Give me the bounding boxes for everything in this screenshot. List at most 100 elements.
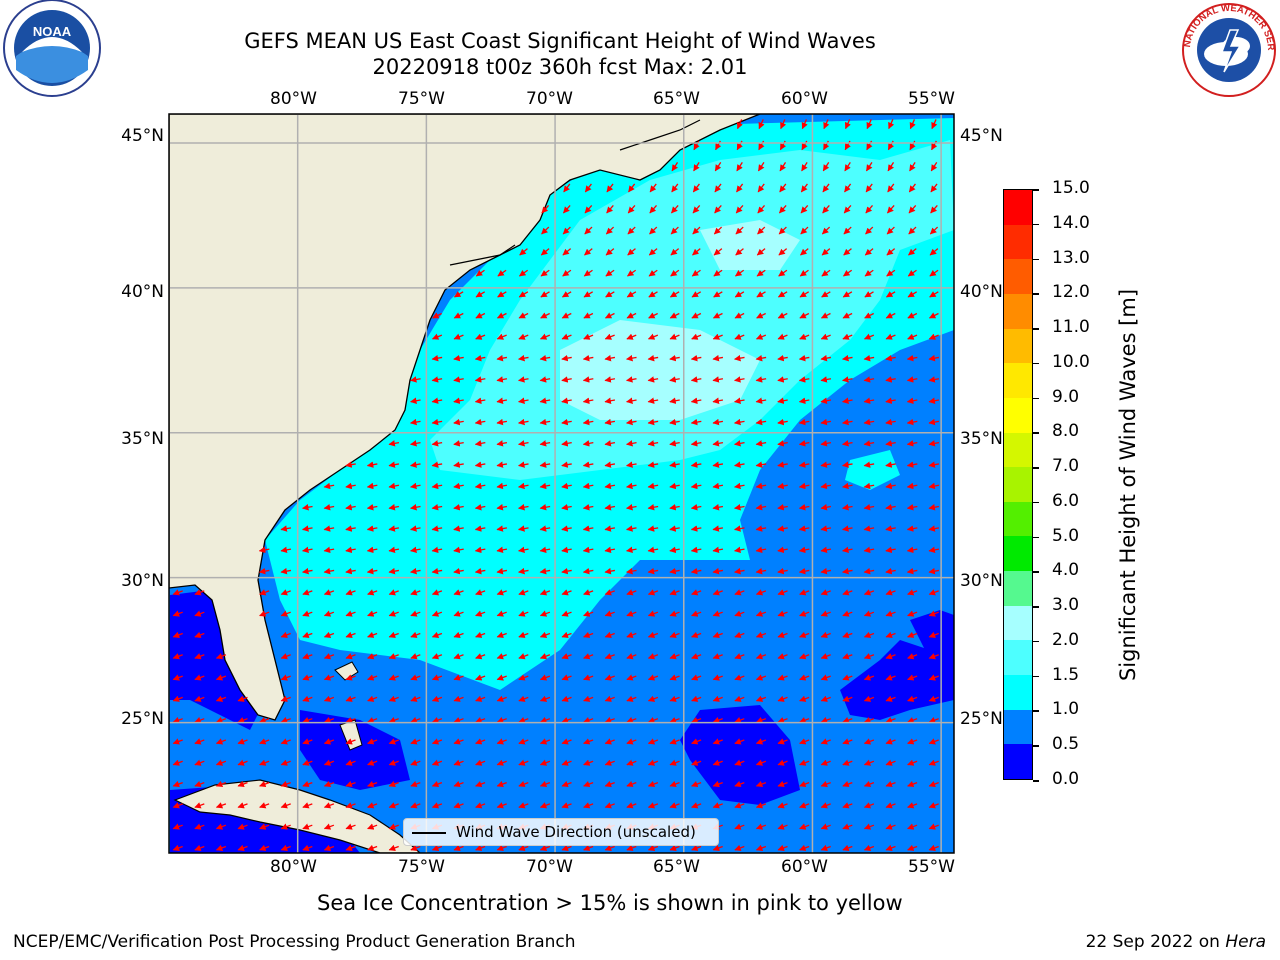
wind-wave-arrow xyxy=(215,844,227,851)
wind-wave-arrow xyxy=(431,610,443,617)
wind-wave-arrow xyxy=(280,546,292,554)
wind-wave-arrow xyxy=(735,205,744,214)
wind-wave-arrow xyxy=(367,589,378,596)
wind-wave-arrow xyxy=(453,333,464,340)
wind-wave-arrow xyxy=(280,738,291,745)
wind-wave-arrow xyxy=(410,802,421,809)
wind-wave-arrow xyxy=(475,269,485,277)
wind-wave-arrow xyxy=(604,653,615,660)
lon-tick-bottom-75w: 75°W xyxy=(398,857,445,877)
wind-wave-arrow xyxy=(280,610,291,617)
wind-wave-arrow xyxy=(777,482,788,490)
wind-wave-arrow xyxy=(475,802,486,809)
wind-wave-arrow xyxy=(928,631,939,638)
wind-wave-arrow xyxy=(453,717,464,724)
wind-wave-arrow xyxy=(539,674,551,681)
colorbar-segment xyxy=(1004,224,1032,260)
wind-wave-arrow xyxy=(604,610,615,617)
wind-wave-arrow xyxy=(906,376,918,383)
wind-wave-arrow xyxy=(561,844,572,851)
lat-tick-right-35n: 35°N xyxy=(960,429,1003,449)
wind-wave-arrow xyxy=(215,802,227,809)
wind-wave-arrow xyxy=(714,162,722,172)
wind-wave-arrow xyxy=(259,844,270,851)
wind-wave-arrow xyxy=(712,759,723,766)
wind-wave-arrow xyxy=(887,183,895,193)
wind-wave-arrow xyxy=(886,248,896,256)
wind-wave-arrow xyxy=(345,695,356,702)
wind-wave-arrow xyxy=(280,674,291,681)
wind-wave-arrow xyxy=(844,162,851,172)
wind-wave-arrow xyxy=(885,844,896,851)
wind-wave-arrow xyxy=(475,333,486,340)
wind-wave-arrow xyxy=(842,333,853,340)
wind-wave-arrow xyxy=(885,418,896,426)
wind-wave-arrow xyxy=(345,482,356,490)
wind-wave-arrow xyxy=(431,589,443,596)
wind-wave-arrow xyxy=(907,610,918,617)
wind-wave-arrow xyxy=(928,525,940,532)
wind-wave-arrow xyxy=(626,759,637,766)
wind-wave-arrow xyxy=(820,738,831,745)
wind-wave-arrow xyxy=(863,504,875,511)
colorbar-tick-mark xyxy=(1033,675,1039,678)
colorbar-tick-label: 8.0 xyxy=(1052,421,1080,442)
wind-wave-arrow xyxy=(626,461,637,468)
wind-wave-arrow xyxy=(734,823,745,830)
wind-wave-arrow xyxy=(582,376,594,383)
wave-field-low-3 xyxy=(910,610,954,650)
wind-wave-arrow xyxy=(626,589,637,596)
wind-wave-arrow xyxy=(691,269,701,277)
wind-wave-arrow xyxy=(583,291,594,298)
wind-wave-arrow xyxy=(690,440,702,447)
wind-wave-arrow xyxy=(431,738,443,745)
credit-text: NCEP/EMC/Verification Post Processing Pr… xyxy=(13,932,576,952)
wind-wave-arrow xyxy=(539,717,551,724)
wind-wave-arrow xyxy=(604,546,616,554)
colorbar-tick-mark xyxy=(1033,710,1039,712)
wind-wave-arrow xyxy=(863,844,875,851)
wind-wave-arrow xyxy=(842,269,853,277)
nws-logo: NATIONAL WEATHER SERVICE xyxy=(1178,0,1276,97)
wind-wave-arrow xyxy=(820,482,832,490)
wind-wave-arrow xyxy=(863,525,875,532)
wind-wave-arrow xyxy=(690,482,702,490)
wind-wave-arrow xyxy=(928,844,939,851)
wind-wave-arrow xyxy=(691,717,702,724)
wind-wave-arrow xyxy=(518,589,529,596)
wind-wave-arrow xyxy=(605,291,615,298)
wind-wave-arrow xyxy=(388,589,399,596)
wind-wave-arrow xyxy=(518,759,529,766)
wind-wave-arrow xyxy=(864,291,874,298)
wind-wave-arrow xyxy=(215,738,227,745)
wind-wave-arrow xyxy=(885,567,896,575)
chart-subtitle: 20220918 t00z 360h fcst Max: 2.01 xyxy=(372,55,748,79)
wind-wave-arrow xyxy=(539,525,551,532)
wind-wave-arrow xyxy=(172,695,183,702)
wind-wave-arrow xyxy=(410,610,421,617)
colorbar-tick-mark xyxy=(1033,606,1039,608)
wind-wave-arrow xyxy=(843,248,852,256)
wind-wave-arrow xyxy=(777,567,788,575)
wind-wave-arrow xyxy=(842,589,853,596)
wind-wave-arrow xyxy=(906,418,918,426)
wind-wave-arrow xyxy=(777,823,788,830)
wind-wave-arrow xyxy=(734,653,745,660)
wind-wave-arrow xyxy=(734,376,745,383)
wind-wave-arrow xyxy=(518,333,529,340)
wind-wave-arrow xyxy=(928,738,939,745)
wind-wave-arrow xyxy=(410,397,421,404)
wind-wave-arrow xyxy=(474,440,486,447)
wind-wave-arrow xyxy=(539,418,551,426)
wind-wave-arrow xyxy=(777,376,788,383)
lat-tick-left-45n: 45°N xyxy=(121,126,164,146)
wind-wave-arrow xyxy=(367,695,378,702)
wind-wave-arrow xyxy=(842,695,853,702)
wind-wave-arrow xyxy=(734,759,745,766)
wind-wave-arrow xyxy=(496,717,507,724)
lon-tick-top-80w: 80°W xyxy=(270,89,317,109)
wind-wave-arrow xyxy=(410,461,421,468)
wind-wave-arrow xyxy=(712,354,724,362)
wind-wave-arrow xyxy=(777,653,788,660)
wind-wave-arrow xyxy=(431,440,443,447)
